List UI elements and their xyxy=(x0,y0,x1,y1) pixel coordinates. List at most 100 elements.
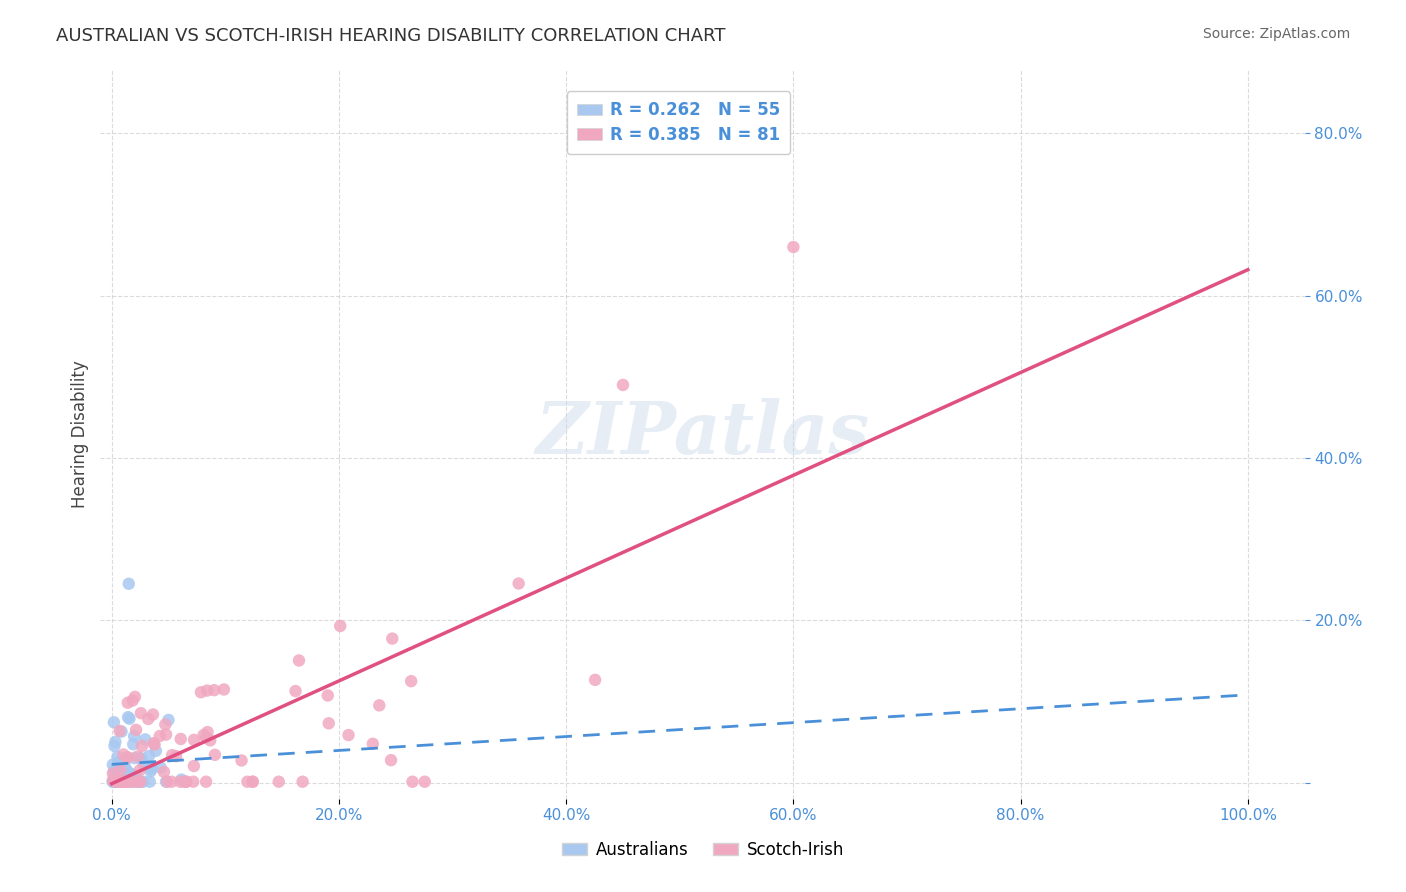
Point xyxy=(105,774,128,789)
Point xyxy=(103,774,125,789)
Point xyxy=(380,753,402,767)
Point xyxy=(108,774,131,789)
Point xyxy=(329,619,352,633)
Point xyxy=(197,725,219,739)
Point xyxy=(128,763,150,777)
Point xyxy=(138,749,160,764)
Point xyxy=(107,774,129,789)
Point xyxy=(155,727,177,741)
Point xyxy=(127,749,149,764)
Point xyxy=(361,737,384,751)
Point xyxy=(165,749,187,764)
Point xyxy=(110,774,132,789)
Point xyxy=(108,723,131,738)
Point xyxy=(117,774,139,789)
Point xyxy=(368,698,391,713)
Point xyxy=(129,706,152,721)
Point xyxy=(118,576,141,591)
Point xyxy=(101,773,124,788)
Point xyxy=(121,693,143,707)
Point xyxy=(111,774,134,789)
Point xyxy=(117,710,139,724)
Point xyxy=(110,724,132,739)
Point xyxy=(124,690,146,704)
Point xyxy=(108,762,131,776)
Text: Source: ZipAtlas.com: Source: ZipAtlas.com xyxy=(1202,27,1350,41)
Point xyxy=(141,761,163,775)
Point xyxy=(122,737,145,751)
Point xyxy=(110,774,132,789)
Point xyxy=(169,774,191,789)
Point xyxy=(128,774,150,789)
Point xyxy=(157,713,180,727)
Point xyxy=(183,759,205,773)
Text: ZIPatlas: ZIPatlas xyxy=(536,398,869,469)
Point xyxy=(121,767,143,781)
Point xyxy=(145,744,167,758)
Point xyxy=(114,774,136,789)
Legend: Australians, Scotch-Irish: Australians, Scotch-Irish xyxy=(555,835,851,866)
Point xyxy=(288,653,311,667)
Point xyxy=(131,739,153,753)
Point xyxy=(142,736,165,750)
Point xyxy=(212,682,235,697)
Point xyxy=(105,774,128,789)
Point xyxy=(112,774,135,789)
Point xyxy=(508,576,530,591)
Point xyxy=(110,763,132,777)
Point xyxy=(112,747,135,762)
Point xyxy=(153,764,176,779)
Point xyxy=(117,774,139,789)
Point xyxy=(117,750,139,764)
Point xyxy=(200,733,222,747)
Point xyxy=(337,728,360,742)
Point xyxy=(173,774,195,789)
Point xyxy=(399,674,422,689)
Point xyxy=(108,755,131,769)
Point xyxy=(101,766,124,780)
Point xyxy=(115,750,138,764)
Point xyxy=(381,632,404,646)
Point xyxy=(124,751,146,765)
Point xyxy=(124,770,146,784)
Point xyxy=(129,774,152,789)
Point xyxy=(170,772,193,787)
Point xyxy=(284,684,307,698)
Legend: R = 0.262   N = 55, R = 0.385   N = 81: R = 0.262 N = 55, R = 0.385 N = 81 xyxy=(567,92,790,154)
Point xyxy=(242,774,264,789)
Point xyxy=(160,748,183,763)
Point xyxy=(110,774,132,789)
Point xyxy=(134,757,156,772)
Point xyxy=(318,716,340,731)
Point xyxy=(127,774,149,789)
Point xyxy=(413,774,436,789)
Point xyxy=(104,774,127,789)
Point xyxy=(132,774,155,789)
Point xyxy=(111,774,134,789)
Point xyxy=(316,689,339,703)
Point xyxy=(194,730,217,744)
Point xyxy=(236,774,259,789)
Point xyxy=(104,774,127,789)
Point xyxy=(104,763,127,777)
Point xyxy=(142,707,165,722)
Point xyxy=(117,696,139,710)
Point xyxy=(242,774,264,789)
Point xyxy=(114,759,136,773)
Point xyxy=(267,774,290,789)
Point xyxy=(111,774,134,789)
Point xyxy=(193,728,215,742)
Point xyxy=(183,732,205,747)
Point xyxy=(129,751,152,765)
Point xyxy=(118,774,141,789)
Point xyxy=(110,774,132,789)
Point xyxy=(103,739,125,753)
Point xyxy=(117,764,139,779)
Point xyxy=(143,738,166,752)
Point xyxy=(127,774,149,789)
Point xyxy=(134,732,156,747)
Point xyxy=(118,712,141,726)
Point xyxy=(103,764,125,779)
Point xyxy=(155,774,177,789)
Point xyxy=(114,774,136,789)
